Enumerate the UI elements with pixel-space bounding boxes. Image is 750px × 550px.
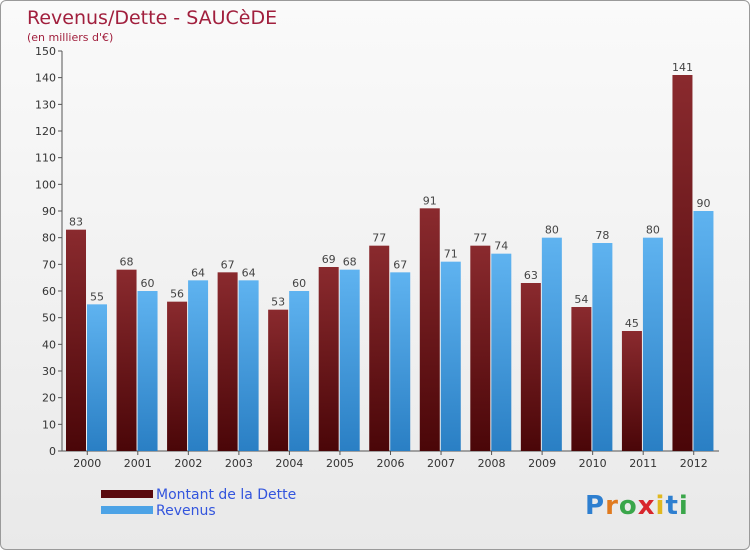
data-label-revenus: 64 [191, 266, 205, 279]
data-label-dette: 63 [524, 269, 538, 282]
data-label-dette: 83 [69, 216, 83, 229]
data-label-revenus: 80 [646, 224, 660, 237]
bar-revenus [289, 291, 310, 451]
data-label-dette: 45 [625, 317, 639, 330]
x-tick-label: 2004 [275, 457, 303, 470]
data-label-dette: 141 [672, 61, 693, 74]
x-tick-label: 2003 [225, 457, 253, 470]
logo-letter: r [605, 491, 619, 521]
y-tick-label: 60 [42, 285, 56, 298]
legend-label-dette: Montant de la Dette [156, 487, 297, 503]
data-label-revenus: 78 [595, 229, 609, 242]
logo-letter: P [585, 491, 606, 521]
data-label-revenus: 64 [242, 266, 256, 279]
data-label-dette: 67 [221, 258, 235, 271]
logo-letter: i [678, 491, 689, 521]
y-tick-label: 80 [42, 232, 56, 245]
logo-letter: t [665, 491, 679, 521]
data-label-revenus: 60 [141, 277, 155, 290]
x-tick-label: 2012 [680, 457, 708, 470]
data-label-dette: 91 [423, 194, 437, 207]
data-label-revenus: 74 [494, 240, 508, 253]
y-tick-label: 10 [42, 418, 56, 431]
bar-dette [66, 229, 86, 451]
bar-revenus [188, 280, 209, 451]
bar-revenus [541, 237, 562, 451]
x-tick-label: 2002 [174, 457, 202, 470]
bar-dette [520, 283, 541, 451]
x-tick-label: 2001 [124, 457, 152, 470]
y-tick-label: 70 [42, 258, 56, 271]
y-tick-label: 130 [35, 98, 56, 111]
bar-dette [116, 269, 137, 451]
data-label-revenus: 68 [343, 256, 357, 269]
bar-revenus [440, 261, 461, 451]
bar-dette [167, 301, 188, 451]
data-label-dette: 68 [120, 256, 134, 269]
y-tick-label: 150 [35, 45, 56, 58]
data-label-dette: 56 [170, 288, 184, 301]
data-label-revenus: 67 [393, 258, 407, 271]
data-label-dette: 77 [473, 232, 487, 245]
bar-dette [318, 267, 339, 451]
proxiti-logo: Proxiti [585, 491, 689, 521]
x-tick-label: 2010 [579, 457, 607, 470]
data-label-dette: 53 [271, 296, 285, 309]
bar-dette [672, 75, 693, 451]
x-tick-label: 2007 [427, 457, 455, 470]
y-tick-label: 0 [49, 445, 56, 458]
y-tick-label: 90 [42, 205, 56, 218]
data-label-dette: 77 [372, 232, 386, 245]
bar-revenus [238, 280, 259, 451]
chart-subtitle: (en milliers d'€) [27, 31, 114, 44]
data-label-revenus: 80 [545, 224, 559, 237]
bars [66, 75, 714, 451]
bar-dette [470, 245, 491, 451]
y-tick-label: 100 [35, 178, 56, 191]
data-label-revenus: 55 [90, 290, 104, 303]
data-labels: 83 55 68 60 56 64 67 64 53 60 69 68 77 67 91 71 77 74 63 80… [69, 61, 710, 330]
y-tick-label: 30 [42, 365, 56, 378]
logo-letter: i [655, 491, 666, 521]
data-label-dette: 69 [322, 253, 336, 266]
bar-revenus [339, 269, 360, 451]
logo-letter: o [618, 491, 638, 521]
bar-dette [369, 245, 390, 451]
bar-revenus [137, 291, 158, 451]
x-tick-label: 2006 [377, 457, 405, 470]
bar-dette [217, 272, 238, 451]
bar-revenus [390, 272, 411, 451]
x-tick-label: 2011 [629, 457, 657, 470]
y-tick-label: 140 [35, 72, 56, 85]
bar-revenus [592, 243, 613, 451]
data-label-revenus: 71 [444, 248, 458, 261]
x-tick-label: 2009 [528, 457, 556, 470]
legend-swatch-dette [101, 490, 153, 498]
y-tick-label: 110 [35, 152, 56, 165]
data-label-revenus: 60 [292, 277, 306, 290]
bar-revenus [491, 253, 512, 451]
bar-revenus [642, 237, 663, 451]
legend-swatch-revenus [101, 506, 153, 514]
bar-dette [419, 208, 440, 451]
y-tick-label: 50 [42, 312, 56, 325]
x-tick-label: 2008 [478, 457, 506, 470]
data-label-revenus: 90 [696, 197, 710, 210]
bar-dette [268, 309, 289, 451]
bar-revenus [693, 211, 714, 451]
y-tick-label: 40 [42, 338, 56, 351]
data-label-dette: 54 [574, 293, 588, 306]
y-tick-label: 120 [35, 125, 56, 138]
legend-label-revenus: Revenus [156, 503, 216, 519]
bar-revenus [87, 304, 107, 451]
bar-dette [571, 307, 592, 451]
x-tick-label: 2000 [73, 457, 101, 470]
logo-letter: x [637, 491, 656, 521]
chart-title: Revenus/Dette - SAUCèDE [27, 7, 278, 29]
y-tick-label: 20 [42, 392, 56, 405]
bar-dette [621, 331, 642, 451]
x-tick-label: 2005 [326, 457, 354, 470]
